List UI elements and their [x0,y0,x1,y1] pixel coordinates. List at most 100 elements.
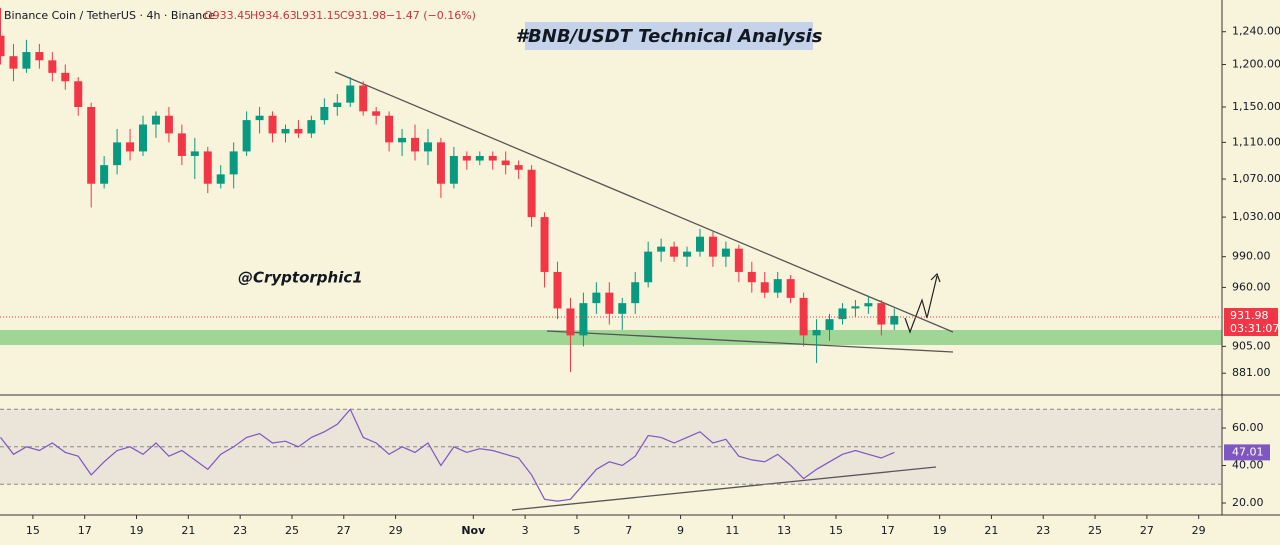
candle-body [579,303,588,336]
candle-body [0,35,5,57]
candle-body [540,217,549,272]
candle-body [708,236,717,257]
candle-body [786,279,795,298]
candle-body [683,251,692,257]
x-tick-label: 25 [1088,524,1102,537]
y-tick-label: 905.00 [1232,339,1271,352]
candle-body [721,248,730,257]
candle-body [631,282,640,304]
price-label: 931.98 [1230,309,1269,322]
support-trendline [546,330,954,353]
x-tick-label: 13 [777,524,791,537]
candle-body [385,115,394,143]
resistance-trendline [334,71,954,333]
author-annotation: @Cryptorphic1 [238,269,363,287]
candle-body [475,155,484,161]
candle-body [695,236,704,252]
change-value: −1.47 (−0.16%) [386,9,476,22]
candle-body [592,292,601,304]
x-tick-label: 5 [573,524,580,537]
candle-body [139,124,148,152]
candle-body [307,120,316,134]
candle-body [838,308,847,320]
x-tick-label: 29 [389,524,403,537]
candle-body [605,292,614,314]
x-tick-label: 23 [1036,524,1050,537]
candle-body [566,308,575,336]
symbol-header: Binance Coin / TetherUS · 4h · Binance [4,9,215,22]
candle-body [229,151,238,175]
x-tick-label: 27 [337,524,351,537]
candle-body [9,56,18,69]
y-tick-label: 960.00 [1232,280,1271,293]
y-tick-label: 881.00 [1232,366,1271,379]
candle-body [527,169,536,218]
candle-body [501,160,510,166]
x-tick-label: 9 [677,524,684,537]
x-tick-label: 7 [625,524,632,537]
x-tick-label: 21 [181,524,195,537]
candle-body [74,81,83,108]
y-tick-label: 1,240.00 [1232,25,1280,38]
title-box [525,22,813,50]
candle-body [61,72,70,82]
countdown-label: 03:31:07 [1230,322,1279,335]
chart-title: #BNB/USDT Technical Analysis [516,26,823,47]
x-tick-label: 15 [26,524,40,537]
price-label-box [1224,308,1278,337]
candle-body [760,282,769,293]
candle-body [346,85,355,103]
y-tick-label: 20.00 [1232,496,1264,509]
close-value: C931.98 [340,9,386,22]
candle-body [747,271,756,283]
candle-body [255,115,264,121]
candle-body [864,303,873,307]
candle-body [398,137,407,143]
y-tick-label: 1,200.00 [1232,57,1280,70]
rsi-label: 47.01 [1232,445,1264,458]
candle-body [812,329,821,336]
candle-body [294,128,303,134]
candle-body [22,52,31,69]
candle-body [268,115,277,134]
candle-body [48,60,57,73]
candle-body [87,107,96,184]
candle-body [670,246,679,257]
candle-body [320,107,329,121]
candle-body [216,174,225,184]
x-tick-label: 27 [1140,524,1154,537]
y-tick-label: 1,150.00 [1232,100,1280,113]
high-value: H934.63 [250,9,297,22]
x-tick-label: 23 [233,524,247,537]
x-tick-label: 19 [933,524,947,537]
arrow-head [930,272,941,283]
candle-body [553,271,562,309]
candle-body [281,128,290,134]
candle-body [488,155,497,161]
candle-body [177,133,186,156]
open-value: O933.45 [204,9,251,22]
x-tick-label: 15 [829,524,843,537]
x-tick-label: Nov [461,524,486,537]
x-tick-label: 17 [78,524,92,537]
candle-body [877,303,886,325]
candle-body [164,115,173,134]
candle-body [100,165,109,184]
candle-body [514,165,523,170]
x-tick-label: 25 [285,524,299,537]
support-zone [0,330,1222,345]
candle-body [242,120,251,152]
candle-body [126,142,135,152]
low-value: L931.15 [296,9,341,22]
candle-body [113,142,122,166]
x-tick-label: 11 [725,524,739,537]
candle-body [773,279,782,293]
candle-body [618,303,627,314]
candle-body [372,111,381,116]
x-tick-label: 3 [522,524,529,537]
candle-body [825,319,834,330]
candle-body [436,142,445,184]
candle-body [333,102,342,108]
